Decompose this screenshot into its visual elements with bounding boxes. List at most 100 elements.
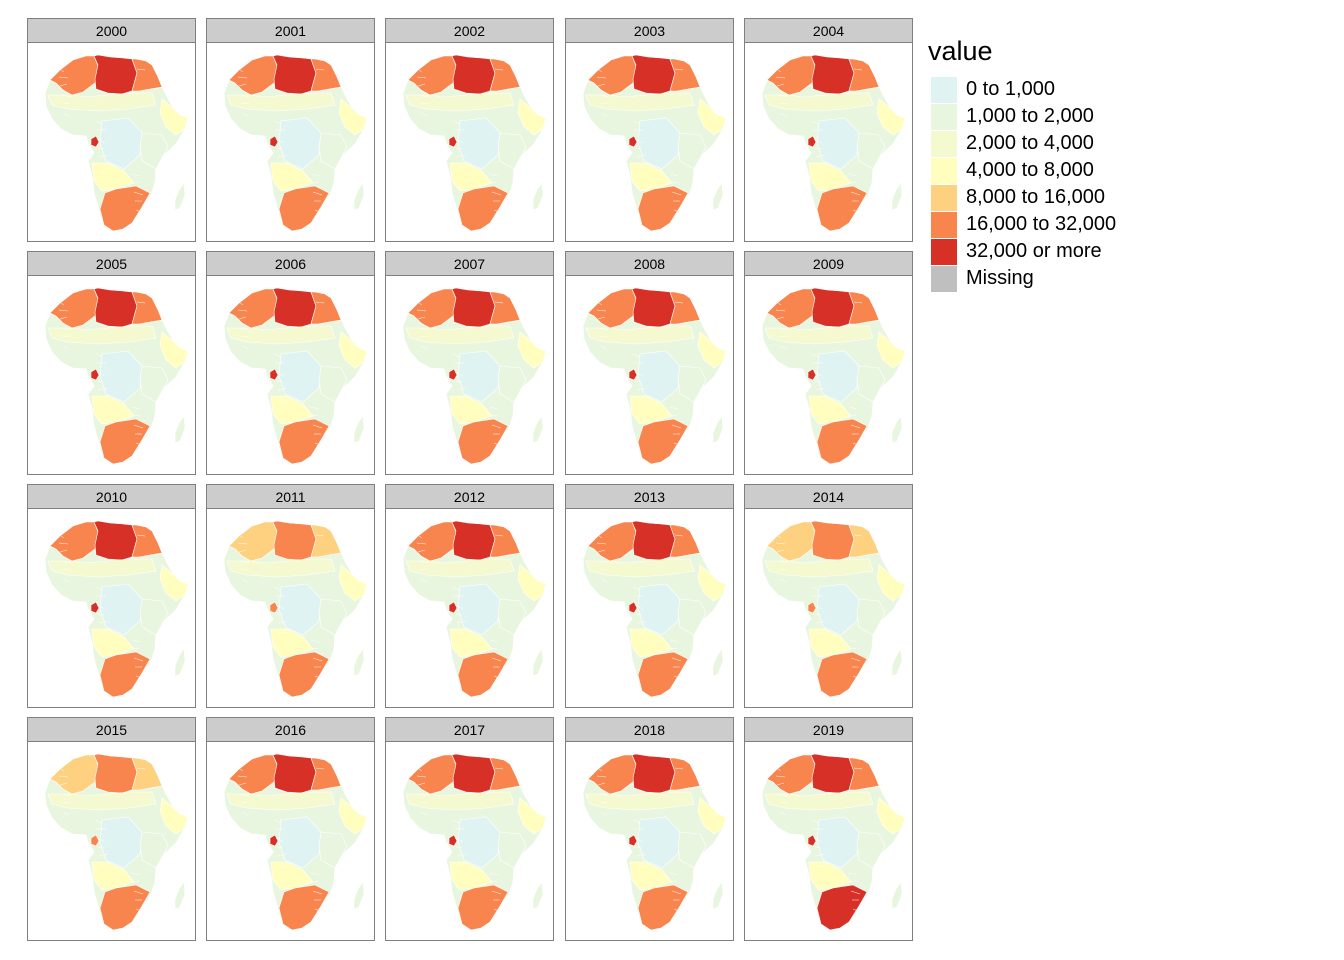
- admin-boundary-line: [315, 767, 325, 770]
- horn-region: [517, 797, 547, 835]
- admin-boundary-line: [456, 154, 467, 158]
- admin-boundary-line: [494, 534, 504, 537]
- admin-boundary-line: [848, 173, 858, 177]
- admin-boundary-line: [455, 613, 463, 616]
- madagascar: [174, 415, 186, 444]
- admin-boundary-line: [671, 657, 682, 662]
- horn-region: [697, 564, 727, 602]
- sahel-region: [226, 558, 336, 578]
- admin-boundary-line: [61, 568, 71, 571]
- africa-map: [582, 287, 727, 465]
- admin-boundary-line: [99, 398, 108, 402]
- horn-region: [876, 331, 906, 369]
- northeast-region: [310, 291, 342, 325]
- horn-region: [697, 331, 727, 369]
- admin-boundary-line: [96, 371, 106, 377]
- admin-boundary-line: [98, 387, 109, 391]
- admin-boundary-line: [494, 767, 504, 770]
- central-africa-region: [637, 816, 681, 869]
- admin-boundary-line: [416, 76, 427, 79]
- southern-central-region: [808, 861, 852, 891]
- admin-boundary-line: [457, 631, 466, 635]
- sahel-region: [764, 92, 874, 112]
- admin-boundary-line: [420, 112, 428, 117]
- south-region: [457, 418, 509, 465]
- facet-panel-2019: 2019: [744, 717, 913, 941]
- legend-swatch: [931, 265, 957, 292]
- admin-boundary-line: [237, 76, 248, 79]
- horn-region: [159, 98, 189, 136]
- admin-boundary-line: [637, 864, 646, 868]
- map-area: [566, 509, 733, 707]
- admin-boundary-line: [419, 335, 429, 338]
- admin-boundary-line: [853, 301, 863, 304]
- legend-swatch: [931, 76, 957, 103]
- admin-boundary-line: [278, 631, 287, 635]
- admin-boundary-line: [94, 353, 103, 358]
- africa-map: [223, 753, 368, 931]
- gulf-enclave-region: [807, 135, 817, 148]
- sahel-region: [47, 558, 157, 578]
- admin-boundary-line: [312, 890, 323, 895]
- horn-region: [517, 98, 547, 136]
- north-central-region: [93, 520, 138, 561]
- admin-boundary-line: [418, 327, 430, 331]
- admin-boundary-line: [490, 880, 498, 883]
- admin-boundary-line: [96, 837, 106, 843]
- admin-boundary-line: [598, 94, 610, 98]
- southern-central-region: [629, 162, 673, 192]
- south-region: [457, 884, 509, 931]
- admin-boundary-line: [779, 112, 787, 117]
- admin-boundary-line: [491, 657, 502, 662]
- admin-boundary-line: [59, 782, 68, 786]
- admin-boundary-line: [634, 837, 644, 843]
- east-africa-region: [139, 132, 169, 170]
- admin-boundary-line: [310, 173, 320, 177]
- north-central-region: [810, 520, 855, 561]
- admin-boundary-line: [278, 398, 287, 402]
- admin-boundary-line: [848, 639, 858, 643]
- east-africa-region: [318, 365, 348, 403]
- admin-boundary-line: [135, 209, 147, 215]
- admin-boundary-line: [673, 675, 685, 681]
- admin-boundary-line: [597, 83, 606, 87]
- south-region: [637, 418, 689, 465]
- central-africa-region: [637, 117, 681, 170]
- south-region: [99, 418, 151, 465]
- facet-strip-label: 2002: [386, 19, 553, 43]
- northeast-region: [669, 757, 701, 791]
- admin-boundary-line: [813, 138, 823, 144]
- south-region: [637, 185, 689, 232]
- facet-panel-2008: 2008: [565, 251, 734, 475]
- admin-boundary-line: [237, 542, 248, 545]
- east-africa-region: [318, 132, 348, 170]
- north-central-region: [631, 287, 676, 328]
- admin-boundary-line: [669, 872, 679, 876]
- facet-panel-2001: 2001: [206, 18, 375, 242]
- admin-boundary-line: [452, 120, 461, 125]
- facet-panel-2002: 2002: [385, 18, 554, 242]
- admin-boundary-line: [276, 846, 284, 849]
- africa-map: [44, 753, 189, 931]
- admin-boundary-line: [673, 908, 685, 914]
- admin-boundary-line: [452, 353, 461, 358]
- facet-strip-label: 2005: [28, 252, 195, 276]
- admin-boundary-line: [419, 568, 429, 571]
- admin-boundary-line: [600, 811, 608, 816]
- admin-boundary-line: [632, 120, 641, 125]
- map-area: [207, 509, 374, 707]
- admin-boundary-line: [775, 775, 786, 778]
- madagascar: [712, 182, 724, 211]
- central-africa-region: [457, 117, 501, 170]
- admin-boundary-line: [674, 301, 684, 304]
- admin-boundary-line: [814, 147, 822, 150]
- southern-central-region: [629, 395, 673, 425]
- admin-boundary-line: [600, 578, 608, 583]
- madagascar: [891, 415, 903, 444]
- facet-strip-label: 2018: [566, 718, 733, 742]
- admin-boundary-line: [776, 83, 785, 87]
- legend-swatch: [931, 130, 957, 157]
- admin-boundary-line: [635, 613, 643, 616]
- madagascar: [174, 182, 186, 211]
- southern-central-region: [449, 628, 493, 658]
